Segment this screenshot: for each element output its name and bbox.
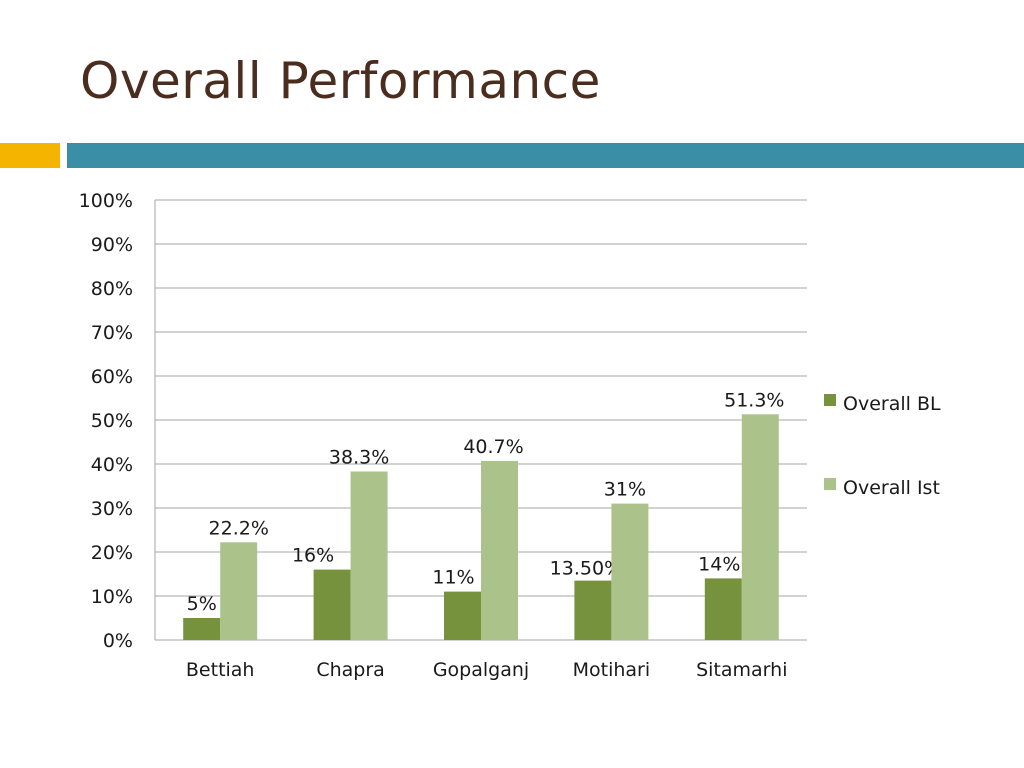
- y-tick-label: 90%: [91, 234, 133, 256]
- data-label: 16%: [292, 545, 334, 567]
- data-label: 31%: [604, 479, 646, 501]
- y-tick-label: 30%: [91, 498, 133, 520]
- data-label: 14%: [698, 553, 740, 575]
- y-tick-label: 60%: [91, 366, 133, 388]
- data-label: 13.50%: [550, 558, 622, 580]
- bar-overall-bl: [704, 578, 742, 640]
- y-tick-label: 80%: [91, 278, 133, 300]
- bar-overall-bl: [574, 580, 612, 640]
- slide-title: Overall Performance: [80, 52, 601, 110]
- data-label: 38.3%: [329, 446, 389, 468]
- y-tick-label: 0%: [103, 630, 133, 652]
- legend-label: Overall BL: [843, 393, 941, 415]
- x-category-label: Bettiah: [186, 659, 255, 681]
- y-tick-label: 20%: [91, 542, 133, 564]
- data-label: 5%: [187, 593, 217, 615]
- accent-bar-orange: [0, 143, 60, 168]
- legend-swatch: [824, 478, 836, 490]
- y-tick-label: 100%: [79, 190, 133, 212]
- bar-overall-ist: [350, 471, 388, 640]
- y-tick-label: 40%: [91, 454, 133, 476]
- data-label: 11%: [432, 567, 474, 589]
- bar-overall-ist: [741, 414, 779, 640]
- bar-overall-bl: [313, 569, 351, 640]
- bar-overall-bl: [183, 618, 221, 640]
- legend-swatch: [824, 394, 836, 406]
- x-category-label: Chapra: [316, 659, 384, 681]
- x-category-label: Sitamarhi: [696, 659, 787, 681]
- data-label: 51.3%: [724, 389, 784, 411]
- bar-overall-ist: [481, 460, 518, 640]
- data-label: 22.2%: [209, 517, 269, 539]
- legend-label: Overall Ist: [843, 477, 940, 499]
- y-tick-label: 70%: [91, 322, 133, 344]
- bar-overall-ist: [611, 503, 649, 640]
- bar-overall-bl: [444, 591, 481, 640]
- accent-bar-teal: [67, 143, 1024, 168]
- bar-overall-ist: [220, 542, 258, 640]
- x-category-label: Motihari: [573, 659, 651, 681]
- data-label: 40.7%: [463, 436, 523, 458]
- y-tick-label: 50%: [91, 410, 133, 432]
- x-category-label: Gopalganj: [433, 659, 529, 681]
- y-tick-label: 10%: [91, 586, 133, 608]
